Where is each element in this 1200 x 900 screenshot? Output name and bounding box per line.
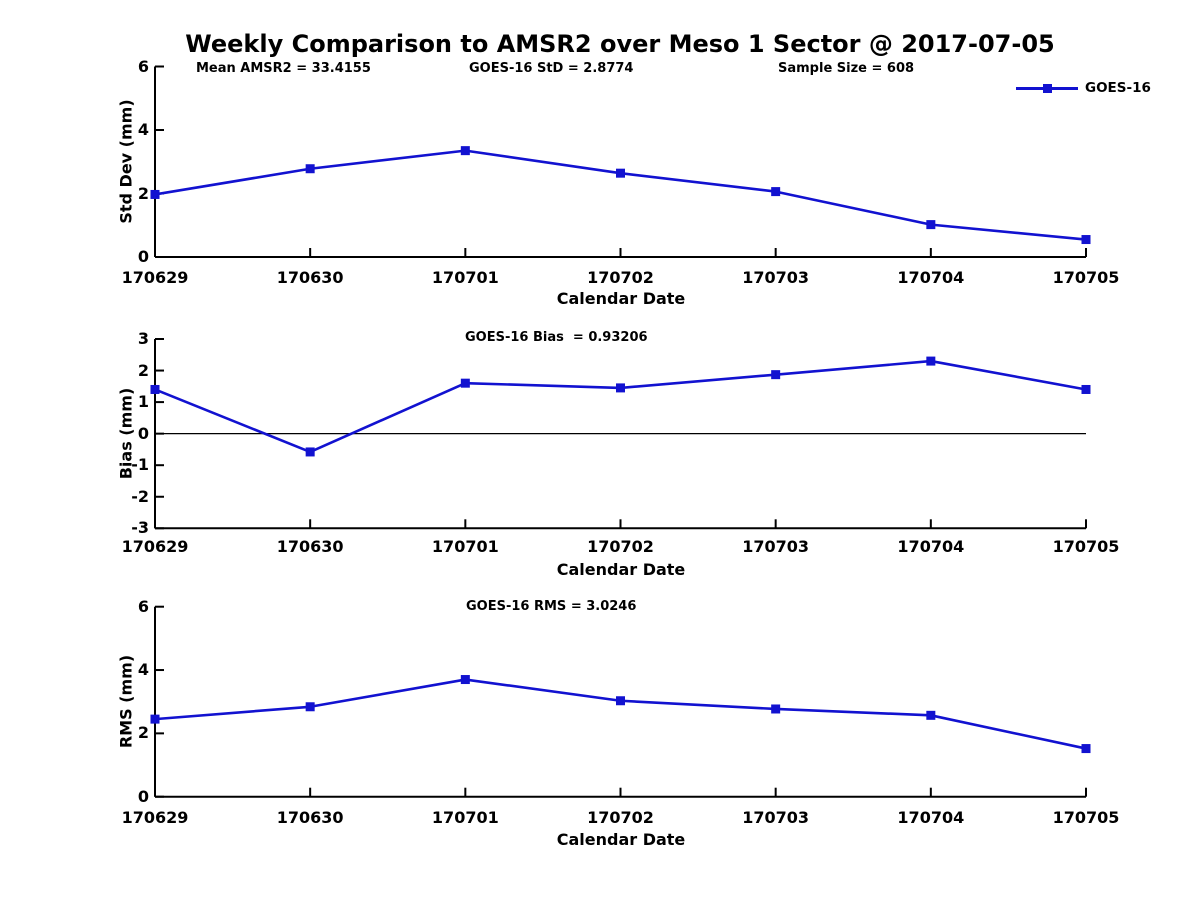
x-tick-label: 170702 [587, 268, 654, 287]
data-line-goes-16 [154, 678, 1087, 750]
y-tick-label: -2 [131, 486, 149, 506]
x-tick-label: 170630 [276, 808, 344, 827]
y-tick-label: 0 [137, 786, 149, 806]
x-tick-label: 170703 [742, 268, 810, 287]
data-marker [616, 696, 625, 706]
y-tick-label: -1 [131, 455, 149, 475]
y-tick-label: 2 [137, 183, 149, 203]
data-marker [460, 675, 470, 685]
y-axis-label-rms: RMS (mm) [116, 654, 136, 749]
y-tick-label: 6 [137, 596, 149, 616]
x-tick-label: 170701 [431, 268, 499, 287]
data-marker [771, 187, 781, 197]
y-tick-label: 2 [137, 360, 149, 380]
x-tick-label: 170702 [587, 808, 654, 827]
x-tick-label: 170630 [276, 268, 344, 287]
annotation-goes16-bias: GOES-16 Bias = 0.93206 [465, 330, 648, 345]
y-tick-label: 3 [137, 329, 149, 348]
x-axis-label-plot1: Calendar Date [556, 289, 686, 308]
data-marker [150, 384, 160, 394]
x-tick-label: 170701 [431, 537, 499, 556]
x-tick-label: 170629 [121, 808, 189, 827]
data-marker [1081, 235, 1091, 245]
x-tick-label: 170704 [897, 537, 965, 556]
x-tick-label: 170630 [276, 537, 344, 556]
data-marker [771, 704, 781, 714]
x-tick-label: 170705 [1052, 808, 1120, 827]
data-line-goes-16 [154, 149, 1087, 241]
data-line-goes-16 [154, 359, 1087, 454]
x-tick-label: 170701 [431, 808, 499, 827]
y-tick-label: -3 [131, 518, 149, 538]
x-axis-label-plot2: Calendar Date [556, 560, 686, 579]
data-marker [926, 356, 936, 366]
y-axis-label-bias: Bias (mm) [116, 387, 136, 480]
subplot-3 [150, 605, 1091, 798]
data-marker [1081, 384, 1091, 394]
y-tick-label: 0 [137, 247, 149, 266]
annotation-mean-amsr2: Mean AMSR2 = 33.4155 [196, 61, 371, 76]
annotation-goes16-rms: GOES-16 RMS = 3.0246 [466, 599, 637, 614]
x-tick-label: 170629 [121, 537, 189, 556]
data-marker [305, 164, 315, 174]
subplot-1 [150, 65, 1091, 258]
data-marker [150, 189, 160, 199]
data-marker [616, 383, 625, 393]
legend-square-marker-icon [1043, 84, 1052, 93]
y-tick-label: 1 [137, 392, 149, 412]
data-marker [771, 370, 781, 380]
y-tick-label: 4 [137, 120, 149, 139]
data-marker [305, 447, 315, 457]
y-axis-label-std-dev: Std Dev (mm) [116, 99, 136, 224]
data-marker [926, 220, 936, 230]
x-tick-label: 170703 [742, 537, 810, 556]
annotation-sample-size: Sample Size = 608 [778, 61, 915, 76]
x-tick-label: 170705 [1052, 537, 1120, 556]
data-marker [150, 714, 160, 724]
data-marker [460, 146, 470, 156]
y-tick-label: 6 [137, 56, 149, 76]
x-tick-label: 170703 [742, 808, 810, 827]
y-tick-label: 0 [137, 423, 149, 443]
legend-label: GOES-16 [1085, 80, 1151, 96]
x-tick-label: 170629 [121, 268, 189, 287]
annotation-goes16-std: GOES-16 StD = 2.8774 [469, 61, 634, 76]
subplot-2 [150, 338, 1091, 530]
page-title: Weekly Comparison to AMSR2 over Meso 1 S… [185, 30, 1055, 58]
x-tick-label: 170702 [587, 537, 654, 556]
x-axis-label-plot3: Calendar Date [556, 830, 686, 849]
data-marker [616, 168, 625, 178]
y-tick-label: 2 [137, 723, 149, 743]
x-tick-label: 170704 [897, 808, 965, 827]
data-marker [305, 702, 315, 712]
y-tick-label: 4 [137, 660, 149, 680]
data-marker [1081, 744, 1091, 754]
data-marker [926, 710, 936, 720]
data-marker [460, 378, 470, 388]
x-tick-label: 170705 [1052, 268, 1120, 287]
x-tick-label: 170704 [897, 268, 965, 287]
